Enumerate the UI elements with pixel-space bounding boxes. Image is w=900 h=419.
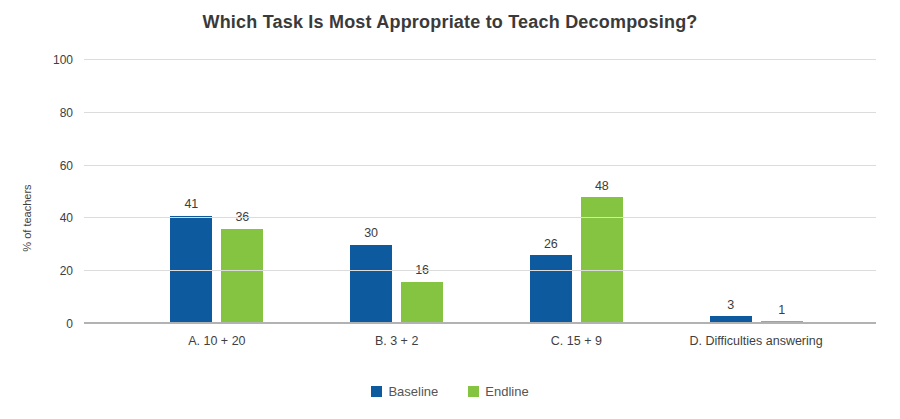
bar-baseline <box>350 245 392 324</box>
bar-column: 26 <box>530 60 572 324</box>
bar-value-label: 3 <box>727 299 734 312</box>
y-gridline <box>84 322 876 324</box>
y-gridline <box>84 59 876 60</box>
y-tick-label: 80 <box>60 106 73 120</box>
legend: Baseline Endline <box>0 384 900 399</box>
bar-groups: 4136A. 10 + 203016B. 3 + 22648C. 15 + 93… <box>127 60 846 324</box>
bar-column: 41 <box>170 60 212 324</box>
category-label: B. 3 + 2 <box>307 334 487 348</box>
bar-column: 16 <box>401 60 443 324</box>
y-tick-label: 60 <box>60 159 73 173</box>
bar-pair: 30 16 <box>350 60 443 324</box>
legend-swatch <box>468 386 479 397</box>
bar-value-label: 48 <box>595 180 609 193</box>
category-label: D. Difficulties answering <box>666 334 846 348</box>
legend-label: Baseline <box>388 384 438 399</box>
y-gridline <box>84 112 876 113</box>
category-label: A. 10 + 20 <box>127 334 307 348</box>
bar-endline <box>581 197 623 324</box>
legend-label: Endline <box>485 384 528 399</box>
bar-pair: 31 <box>710 60 803 324</box>
y-gridline <box>84 270 876 271</box>
bar-value-label: 30 <box>364 227 378 240</box>
bar-pair: 41 36 <box>170 60 263 324</box>
plot-area: 4136A. 10 + 203016B. 3 + 22648C. 15 + 93… <box>84 60 876 324</box>
bar-group: 2648C. 15 + 9 <box>487 60 667 324</box>
bar-group: 4136A. 10 + 20 <box>127 60 307 324</box>
y-tick-label: 40 <box>60 211 73 225</box>
bar-column: 48 <box>581 60 623 324</box>
bar-group: 3016B. 3 + 2 <box>307 60 487 324</box>
y-axis-label: % of teachers <box>21 184 33 251</box>
y-tick-label: 100 <box>53 53 73 67</box>
bar-endline <box>221 229 263 324</box>
category-label: C. 15 + 9 <box>487 334 667 348</box>
bar-baseline <box>530 255 572 324</box>
chart-title: Which Task Is Most Appropriate to Teach … <box>0 12 900 33</box>
y-gridline <box>84 217 876 218</box>
bar-column: 30 <box>350 60 392 324</box>
y-gridline <box>84 165 876 166</box>
bar-column: 1 <box>761 60 803 324</box>
y-tick-label: 20 <box>60 264 73 278</box>
bar-value-label: 1 <box>778 304 785 317</box>
bar-column: 3 <box>710 60 752 324</box>
legend-item-endline: Endline <box>468 384 528 399</box>
legend-swatch <box>371 386 382 397</box>
chart-container: Which Task Is Most Appropriate to Teach … <box>0 0 900 419</box>
bar-group: 31D. Difficulties answering <box>666 60 846 324</box>
bar-column: 36 <box>221 60 263 324</box>
bar-endline <box>401 282 443 324</box>
bar-value-label: 41 <box>184 198 198 211</box>
bar-pair: 26 48 <box>530 60 623 324</box>
y-tick-label: 0 <box>66 317 73 331</box>
legend-item-baseline: Baseline <box>371 384 438 399</box>
bar-value-label: 26 <box>544 238 558 251</box>
